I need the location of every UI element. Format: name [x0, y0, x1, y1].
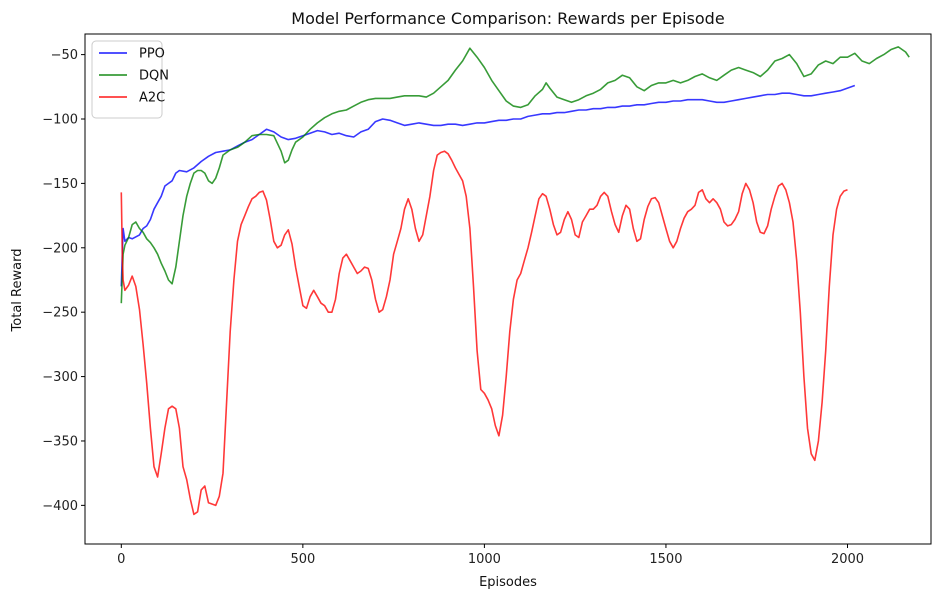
plot-frame: [84, 33, 932, 545]
y-tick-label: −150: [42, 177, 78, 192]
x-tick-label: 500: [290, 552, 315, 567]
x-tick-label: 1500: [649, 552, 682, 567]
x-axis-ticks: 0 500 1000 1500 2000: [117, 544, 864, 567]
legend-label-dqn: DQN: [139, 69, 169, 84]
legend: PPO DQN A2C: [91, 40, 169, 119]
y-tick-label: −300: [42, 370, 78, 385]
y-tick-label: −400: [42, 499, 78, 514]
x-tick-label: 2000: [831, 552, 864, 567]
y-tick-label: −50: [51, 48, 78, 63]
x-tick-label: 0: [117, 552, 125, 567]
series-layer: [120, 46, 910, 516]
series-line-dqn: [120, 46, 910, 304]
y-tick-label: −200: [42, 241, 78, 256]
x-tick-label: 1000: [468, 552, 501, 567]
y-axis-label: Total Reward: [10, 249, 25, 333]
y-axis-ticks: −50 −100 −150 −200 −250 −300 −350 −400: [42, 48, 85, 514]
legend-label-ppo: PPO: [139, 47, 165, 62]
series-line-ppo: [120, 84, 856, 287]
chart-title: Model Performance Comparison: Rewards pe…: [291, 9, 724, 28]
series-line-a2c: [120, 150, 848, 516]
legend-box: [91, 40, 163, 119]
y-tick-label: −350: [42, 434, 78, 449]
y-tick-label: −100: [42, 113, 78, 128]
x-axis-label: Episodes: [479, 575, 537, 590]
legend-label-a2c: A2C: [139, 91, 165, 106]
y-tick-label: −250: [42, 306, 78, 321]
